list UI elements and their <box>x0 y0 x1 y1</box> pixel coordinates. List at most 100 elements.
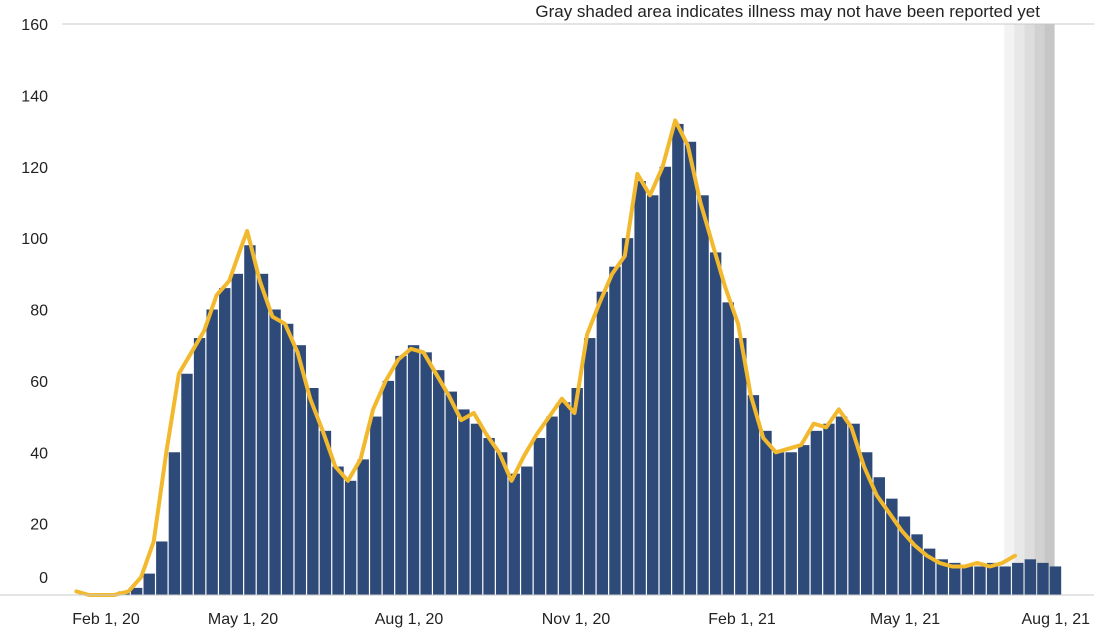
bar <box>747 395 760 595</box>
bar <box>898 516 911 595</box>
y-tick-label: 40 <box>30 445 48 462</box>
bar <box>483 437 495 595</box>
bar <box>533 437 546 595</box>
bar <box>357 459 369 595</box>
x-tick-label: Aug 1, 20 <box>375 611 444 628</box>
chart-annotation: Gray shaded area indicates illness may n… <box>535 2 1040 21</box>
bar <box>873 477 885 595</box>
y-tick-label: 140 <box>21 88 48 105</box>
bar <box>672 123 684 596</box>
bar <box>470 423 483 595</box>
bar <box>269 309 281 595</box>
bar <box>772 452 785 595</box>
bar <box>835 416 848 595</box>
bar <box>735 338 747 595</box>
bar <box>344 480 357 595</box>
bar <box>420 352 432 595</box>
bar <box>697 195 709 596</box>
bar <box>1049 566 1062 595</box>
bar <box>558 402 571 595</box>
bar <box>307 388 319 595</box>
bar <box>596 291 609 595</box>
bar <box>848 423 860 595</box>
bar <box>1037 562 1049 595</box>
bar <box>244 245 256 595</box>
bar <box>923 548 936 595</box>
bar <box>810 430 823 595</box>
shade-band <box>1024 24 1035 595</box>
bar <box>130 587 143 595</box>
shade-band <box>1034 24 1045 595</box>
y-tick-label: 160 <box>21 17 48 34</box>
y-tick-label: 120 <box>21 160 48 177</box>
x-tick-label: Aug 1, 21 <box>1022 611 1091 628</box>
bar <box>961 566 974 595</box>
moving-average-series <box>74 118 1017 597</box>
bar <box>319 430 332 595</box>
shade-band <box>1014 24 1025 595</box>
bar <box>521 466 533 595</box>
bar <box>168 452 181 595</box>
bar <box>722 302 734 595</box>
bar <box>949 562 961 595</box>
bar <box>986 562 999 595</box>
y-tick-label: 100 <box>21 231 48 248</box>
bar <box>445 391 458 595</box>
axes: 0 20 40 60 80 100 120 140 160 Feb 1, 20 May 1, 20 A… <box>0 17 1094 628</box>
bar <box>760 430 772 595</box>
bar <box>370 416 382 595</box>
bar <box>1024 559 1037 595</box>
bar <box>647 195 659 596</box>
bar <box>1012 562 1024 595</box>
x-tick-label: May 1, 20 <box>208 611 278 628</box>
y-tick-label: 60 <box>30 374 48 391</box>
bar <box>999 566 1011 595</box>
bar <box>143 573 155 595</box>
bar <box>798 445 810 595</box>
bars-series <box>118 123 1062 596</box>
bar <box>156 541 168 595</box>
bar <box>584 338 596 595</box>
bar <box>495 452 508 595</box>
bar <box>433 370 445 595</box>
bar <box>609 266 621 595</box>
bar <box>219 288 231 595</box>
reporting-lag-shade <box>1004 24 1055 595</box>
bar <box>659 166 671 595</box>
bar <box>458 409 470 595</box>
shade-band <box>1004 24 1015 595</box>
bar <box>785 452 797 595</box>
y-tick-label: 80 <box>30 303 48 320</box>
bar <box>571 388 583 595</box>
bar <box>206 309 218 595</box>
bar <box>861 452 873 595</box>
bar <box>407 345 420 595</box>
bar <box>634 181 646 595</box>
bar <box>684 141 697 596</box>
moving-average-line <box>74 118 1017 597</box>
x-tick-label: May 1, 21 <box>870 611 940 628</box>
y-tick-label: 0 <box>39 570 48 587</box>
bar <box>621 238 634 595</box>
bar <box>936 559 948 595</box>
bar <box>294 345 306 595</box>
bar <box>709 252 722 595</box>
bar <box>911 534 923 595</box>
bar <box>256 273 269 595</box>
x-tick-label: Feb 1, 21 <box>708 611 776 628</box>
bar <box>395 355 407 595</box>
bar <box>546 416 558 595</box>
x-tick-label: Feb 1, 20 <box>72 611 140 628</box>
bar <box>974 566 986 595</box>
y-tick-label: 20 <box>30 517 48 534</box>
bar <box>886 498 898 595</box>
bar <box>193 338 206 595</box>
bar <box>332 466 344 595</box>
x-tick-label: Nov 1, 20 <box>542 611 611 628</box>
bar <box>508 473 520 595</box>
shade-band <box>1044 24 1055 595</box>
bar <box>382 380 395 595</box>
bar <box>181 373 193 595</box>
